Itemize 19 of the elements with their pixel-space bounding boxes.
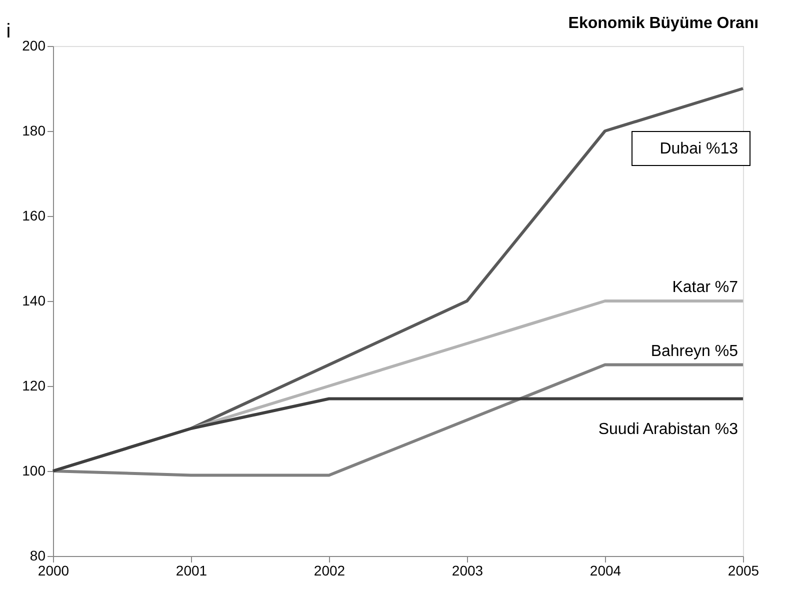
y-axis-title: i: [6, 20, 11, 42]
y-tick-label: 120: [22, 378, 46, 394]
x-tick-label: 2004: [590, 562, 622, 578]
series-label: Dubai %13: [660, 140, 738, 158]
x-tick-label: 2001: [176, 562, 208, 578]
x-tick-label: 2002: [314, 562, 346, 578]
chart-title: Ekonomik Büyüme Oranı: [568, 15, 759, 32]
y-tick-label: 180: [22, 122, 46, 138]
series-label: Katar %7: [672, 279, 738, 296]
x-tick-label: 2000: [38, 562, 70, 578]
y-tick-label: 160: [22, 208, 46, 224]
y-tick-label: 200: [22, 38, 46, 54]
y-tick-label: 140: [22, 292, 46, 308]
x-tick-label: 2005: [728, 562, 760, 578]
y-tick-label: 80: [30, 548, 46, 564]
series-label: Bahreyn %5: [650, 342, 738, 360]
y-tick-label: 100: [22, 462, 46, 478]
series-label: Suudi Arabistan %3: [598, 420, 738, 438]
x-tick-label: 2003: [452, 562, 484, 578]
